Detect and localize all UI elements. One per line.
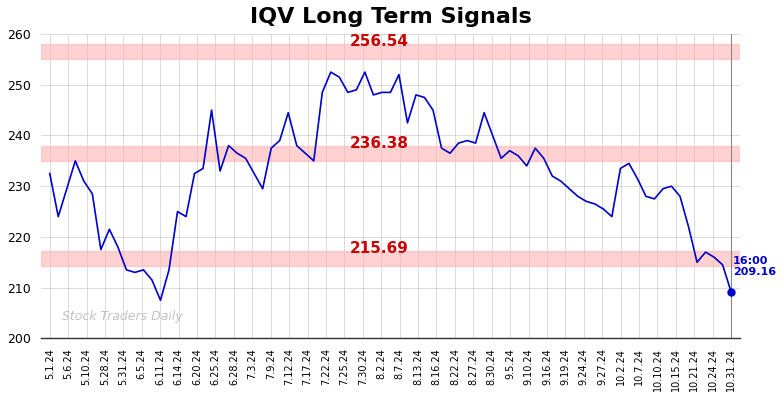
Text: 256.54: 256.54	[350, 33, 408, 49]
Title: IQV Long Term Signals: IQV Long Term Signals	[249, 7, 532, 27]
Text: 236.38: 236.38	[350, 136, 408, 151]
Point	[725, 289, 738, 295]
Bar	[41, 44, 740, 59]
Bar	[41, 251, 740, 266]
Text: Stock Traders Daily: Stock Traders Daily	[61, 310, 183, 323]
Bar	[41, 146, 740, 162]
Text: 215.69: 215.69	[350, 241, 408, 256]
Text: 16:00
209.16: 16:00 209.16	[733, 256, 776, 277]
